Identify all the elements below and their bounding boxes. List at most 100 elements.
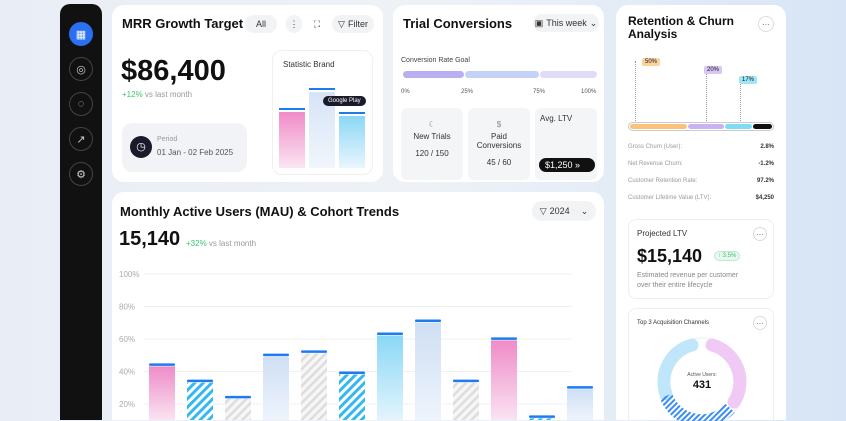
y-tick-label: 20% xyxy=(119,400,135,409)
tick: 100% xyxy=(581,89,597,95)
bar-cap xyxy=(339,371,365,374)
more-icon[interactable]: ⋮ xyxy=(286,15,302,33)
brand-bars xyxy=(279,51,367,174)
tick: 25% xyxy=(461,89,474,95)
moon-icon: ☾ xyxy=(428,120,436,129)
more-icon[interactable]: ··· xyxy=(758,16,774,32)
stat-value: 97.2% xyxy=(756,178,774,184)
bar-cap xyxy=(225,395,251,399)
stat-row: Customer Retention Rate: 97.2% xyxy=(628,178,774,184)
new-trials-card[interactable]: ☾ New Trials 120 / 150 xyxy=(401,108,463,180)
bar-cap xyxy=(529,415,555,418)
stat-value: $4,250 xyxy=(755,195,774,201)
mau-bar-chart: 100% 80% 60% 40% 20% xyxy=(119,270,593,420)
change-badge: ↑ 3.5% xyxy=(714,251,741,261)
filter-button[interactable]: ▽ Filter xyxy=(332,15,374,33)
filter-all-button[interactable]: All xyxy=(245,15,277,33)
bar xyxy=(225,398,251,420)
bar xyxy=(567,389,593,420)
marker-line xyxy=(740,80,741,125)
value: $1,250 xyxy=(545,160,573,170)
chat-icon[interactable]: ◌ xyxy=(69,92,93,116)
bar-cap xyxy=(491,337,517,340)
bar-cap xyxy=(567,386,593,389)
bar xyxy=(529,418,555,420)
label: Avg. LTV xyxy=(540,114,573,123)
segment xyxy=(705,338,747,409)
tick: 75% xyxy=(533,89,546,95)
calendar-icon: ▣ xyxy=(534,17,544,28)
range-select[interactable]: ▣ This week ⌄ xyxy=(533,14,599,32)
more-icon[interactable]: ··· xyxy=(753,227,767,241)
mau-card: Monthly Active Users (MAU) & Cohort Tren… xyxy=(112,192,604,420)
value: 120 / 150 xyxy=(415,149,449,158)
bar xyxy=(301,353,327,420)
brand-bar xyxy=(339,111,365,168)
value: 45 / 60 xyxy=(486,158,512,167)
marker-line xyxy=(706,70,707,125)
bar xyxy=(453,382,479,420)
label: Paid Conversions xyxy=(476,132,522,150)
bar-cap xyxy=(187,379,213,383)
tick: 0% xyxy=(401,89,410,95)
bar xyxy=(415,322,441,420)
brand-title: Statistic Brand xyxy=(283,60,335,69)
goal-label: Conversion Rate Goal xyxy=(401,57,470,64)
bar xyxy=(263,356,289,420)
tooltip: Google Play xyxy=(323,96,366,106)
segment xyxy=(659,393,735,421)
center-label: Active Users: xyxy=(687,372,717,378)
goal-segment xyxy=(465,71,539,78)
goal-segment xyxy=(540,71,597,78)
retention-segment xyxy=(753,124,772,129)
title: Top 3 Acquisition Channels xyxy=(637,320,710,326)
compass-icon[interactable]: ◎ xyxy=(69,57,93,81)
goal-segment xyxy=(403,71,464,78)
change: +12% xyxy=(122,90,143,99)
mrr-value: $86,400 xyxy=(121,55,226,87)
marker-label: 20% xyxy=(704,66,723,74)
description: Estimated revenue per customer over thei… xyxy=(637,272,739,289)
expand-icon[interactable]: ⛶ xyxy=(313,18,321,29)
filter-icon: ▽ xyxy=(338,18,345,29)
segment xyxy=(657,338,699,401)
bar xyxy=(491,340,517,420)
bar xyxy=(187,382,213,420)
change: +32% xyxy=(186,239,207,248)
dashboard-icon[interactable]: ▦ xyxy=(69,22,93,46)
bar-cap xyxy=(377,332,403,335)
settings-icon[interactable]: ⚙ xyxy=(69,162,93,186)
y-tick-label: 40% xyxy=(119,368,135,377)
retention-segment xyxy=(688,124,724,129)
retention-bar xyxy=(628,122,774,131)
y-tick-label: 60% xyxy=(119,335,135,344)
avg-ltv-card[interactable]: Avg. LTV $1,250 » xyxy=(535,108,597,180)
ltv-pill: $1,250 » xyxy=(539,158,595,172)
trend-icon[interactable]: ↗ xyxy=(69,127,93,151)
card-title: Trial Conversions xyxy=(403,16,513,31)
period-box: ◷ Period 01 Jan - 02 Feb 2025 xyxy=(122,123,247,172)
card-title: Retention & Churn Analysis xyxy=(628,14,734,41)
bar-cap xyxy=(453,379,479,383)
period-value: 01 Jan - 02 Feb 2025 xyxy=(157,148,234,157)
stat-row: Customer Lifetime Value (LTV): $4,250 xyxy=(628,195,774,201)
paid-conversions-card[interactable]: $ Paid Conversions 45 / 60 xyxy=(468,108,530,180)
center-value: 431 xyxy=(692,379,712,391)
stat-value: 2.8% xyxy=(760,144,774,150)
bar xyxy=(149,366,175,420)
period-label: Period xyxy=(157,136,178,143)
marker-line xyxy=(635,61,636,125)
stat-label: Net Revenue Churn: xyxy=(628,161,683,167)
label: New Trials xyxy=(413,132,451,141)
bar xyxy=(339,374,365,420)
trial-card: Trial Conversions ▣ This week ⌄ Conversion… xyxy=(393,5,604,182)
title: Projected LTV xyxy=(637,229,688,238)
more-icon[interactable]: ··· xyxy=(753,316,767,330)
stat-label: Customer Lifetime Value (LTV): xyxy=(628,195,712,201)
year-select[interactable]: ▽ 2024 ⌄ xyxy=(532,201,596,221)
stat-label: Customer Retention Rate: xyxy=(628,178,698,184)
value: $15,140 xyxy=(637,246,703,266)
marker-label: 17% xyxy=(739,76,758,84)
stat-value: -1.2% xyxy=(758,161,774,167)
stat-row: Gross Churn (User): 2.8% xyxy=(628,144,774,150)
